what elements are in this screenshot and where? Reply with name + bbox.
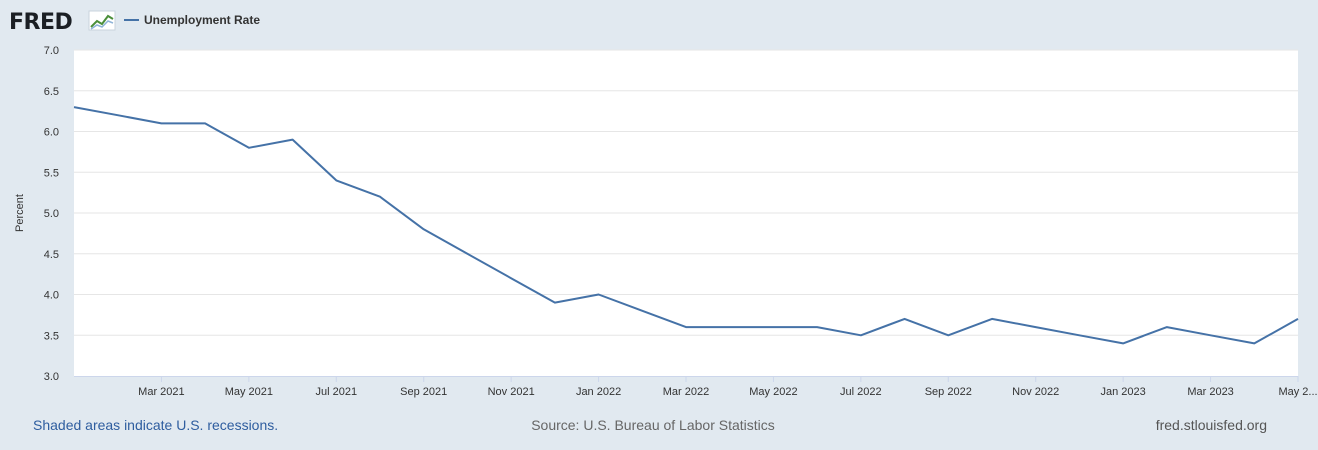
y-axis-label: Percent [14,194,26,232]
grid-lines [74,49,1298,336]
y-tick-label: 7.0 [44,45,59,57]
x-tick-label: Mar 2023 [1187,386,1233,398]
x-axis: Mar 2021 May 2021 Jul 2021 Sep 2021 Nov 2021… [74,376,1318,398]
y-tick-label: 3.0 [44,371,59,383]
x-tick-label: Sep 2021 [400,386,447,398]
y-tick-label: 4.5 [44,249,59,261]
x-tick-label: Nov 2021 [488,386,535,398]
site-link[interactable]: fred.stlouisfed.org [1156,417,1267,433]
x-tick-label: Jul 2021 [315,386,357,398]
x-tick-label: Mar 2022 [663,386,709,398]
recession-note-link[interactable]: Shaded areas indicate U.S. recessions. [33,417,278,433]
legend[interactable]: Unemployment Rate [124,13,260,27]
fred-logo-text: FRED [9,10,72,35]
x-tick-label: Sep 2022 [925,386,972,398]
y-tick-label: 6.5 [44,86,59,98]
y-tick-label: 5.5 [44,167,59,179]
x-tick-label: Mar 2021 [138,386,184,398]
y-tick-label: 3.5 [44,330,59,342]
series-line-unemployment-rate[interactable] [73,106,1299,345]
y-axis: 3.0 3.5 4.0 4.5 5.0 5.5 6.0 6.5 7.0 [44,45,59,383]
x-tick-label: May 2021 [225,386,273,398]
x-tick-label: Jul 2022 [840,386,882,398]
x-tick-label: Jan 2022 [576,386,621,398]
x-tick-label: Nov 2022 [1012,386,1059,398]
x-tick-label: May 2... [1278,386,1317,398]
y-tick-label: 4.0 [44,290,59,302]
x-tick-label: Jan 2023 [1101,386,1146,398]
source-text: Source: U.S. Bureau of Labor Statistics [531,417,775,433]
x-tick-label: May 2022 [749,386,797,398]
y-tick-label: 5.0 [44,208,59,220]
fred-logo[interactable]: FRED [9,10,116,35]
legend-label: Unemployment Rate [144,13,260,27]
fred-logo-graph-icon [88,10,116,31]
y-tick-label: 6.0 [44,127,59,139]
